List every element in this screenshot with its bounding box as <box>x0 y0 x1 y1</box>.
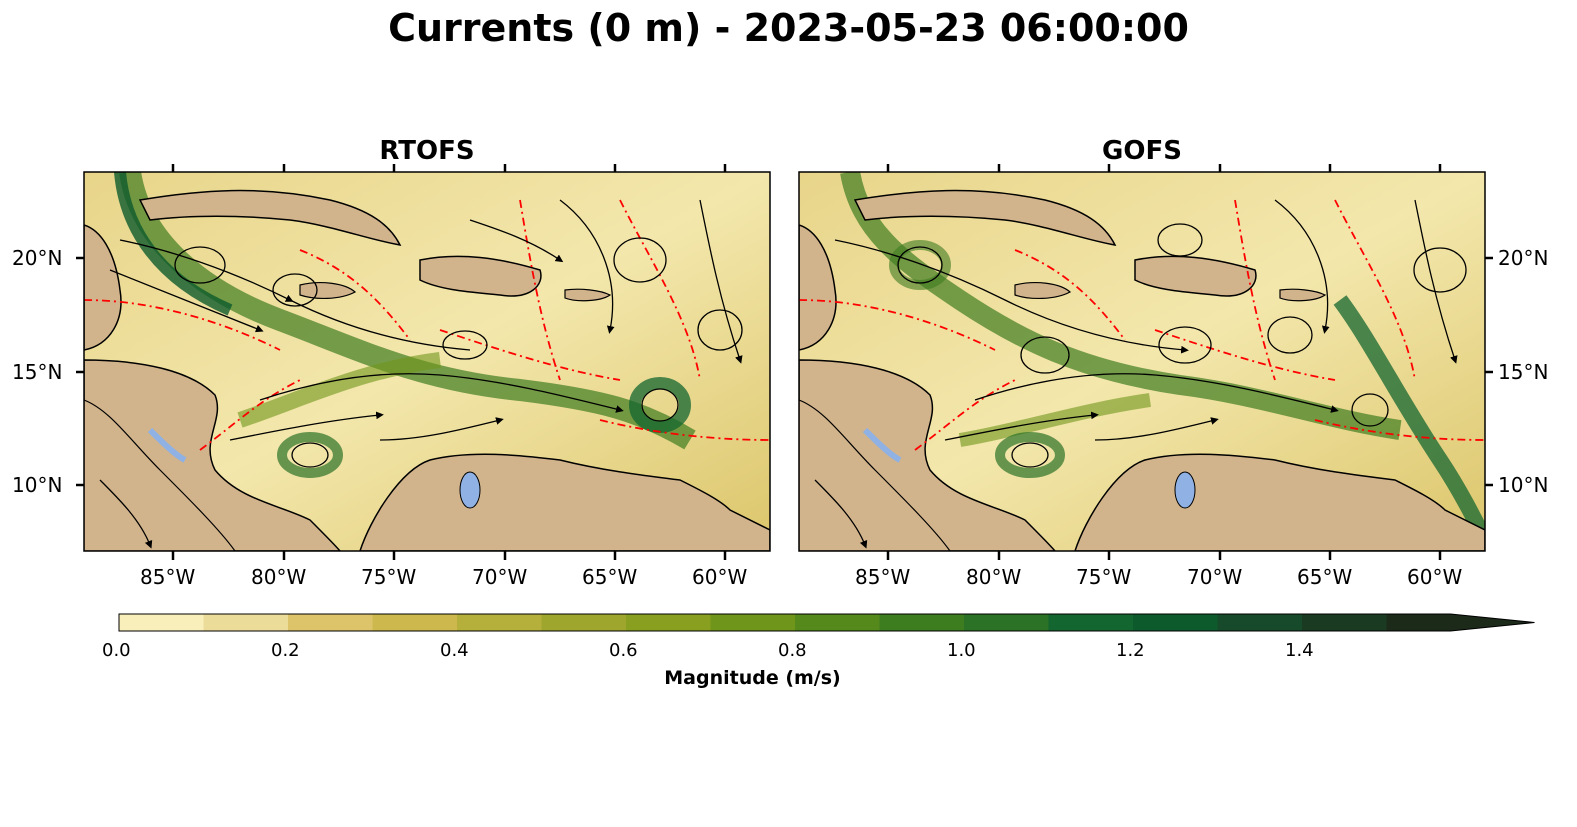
lon-tick-label: 60°W <box>692 565 748 589</box>
colorbar-segment <box>626 614 711 631</box>
colorbar-segment <box>795 614 880 631</box>
colorbar-segment <box>457 614 542 631</box>
lon-tick-label: 70°W <box>472 565 528 589</box>
colorbar-tick-label: 0.8 <box>778 640 807 661</box>
lon-tick-label: 80°W <box>966 565 1022 589</box>
eez-boundary <box>84 199 770 451</box>
current-band <box>114 172 233 316</box>
streamlines <box>99 199 743 549</box>
land-panama <box>799 399 951 551</box>
colorbar-segment <box>1048 614 1134 631</box>
land-hispaniola <box>419 255 542 297</box>
colorbar-segment <box>1386 614 1535 631</box>
colorbar-segment <box>372 614 458 631</box>
colorbar-tick-label: 1.4 <box>1285 640 1314 661</box>
lake-maracaibo <box>1174 471 1196 509</box>
colorbar-segment <box>964 614 1049 631</box>
lake-maracaibo <box>459 471 481 509</box>
land-cuba <box>138 189 402 246</box>
map-panel-gofs <box>798 164 1493 560</box>
colorbar-segment <box>541 614 627 631</box>
panel-frame <box>83 171 771 552</box>
colorbar-outline <box>118 613 1535 632</box>
panel-title-gofs: GOFS <box>1102 136 1182 166</box>
colorbar-segment <box>1217 614 1303 631</box>
colorbar-segment <box>1133 614 1218 631</box>
current-band <box>119 172 696 450</box>
lon-tick-label: 80°W <box>251 565 307 589</box>
eddy <box>995 432 1065 478</box>
eddy <box>889 240 951 290</box>
land-panama <box>84 399 236 551</box>
lon-tick-label: 85°W <box>855 565 911 589</box>
lon-tick-label: 75°W <box>1076 565 1132 589</box>
lat-tick-label: 10°N <box>12 473 63 497</box>
lon-tick-label: 70°W <box>1187 565 1243 589</box>
colorbar-tick-label: 1.0 <box>947 640 976 661</box>
eddy <box>277 432 343 478</box>
colorbar-tick-label: 0.2 <box>271 640 300 661</box>
colorbar-segment <box>288 614 373 631</box>
lon-tick-label: 75°W <box>361 565 417 589</box>
land-yucatan <box>799 224 837 351</box>
panel-frame <box>798 171 1486 552</box>
land-cuba <box>853 189 1117 246</box>
lat-ticks <box>1485 256 1493 487</box>
colorbar-segment <box>710 614 796 631</box>
colorbar-tick-label: 0.4 <box>440 640 469 661</box>
current-band <box>237 352 441 428</box>
lon-ticks <box>171 164 727 560</box>
eez-boundary <box>799 199 1485 451</box>
lat-ticks <box>76 256 84 487</box>
colorbar-segment <box>203 614 289 631</box>
lat-tick-label: 15°N <box>1498 360 1549 384</box>
lon-ticks <box>886 164 1442 560</box>
land-puerto-rico <box>564 288 612 302</box>
lon-tick-label: 60°W <box>1407 565 1463 589</box>
figure-title: Currents (0 m) - 2023-05-23 06:00:00 <box>388 6 1189 50</box>
colorbar <box>118 613 1535 632</box>
colorbar-segment <box>119 614 204 631</box>
colorbar-tick-label: 0.6 <box>609 640 638 661</box>
lon-tick-label: 65°W <box>1297 565 1353 589</box>
panel-title-rtofs: RTOFS <box>379 136 475 166</box>
lat-tick-label: 20°N <box>12 246 63 270</box>
land-jamaica <box>299 282 357 299</box>
current-band <box>1333 295 1485 544</box>
land-puerto-rico <box>1279 288 1327 302</box>
colorbar-tick-label: 1.2 <box>1116 640 1145 661</box>
colorbar-title: Magnitude (m/s) <box>664 667 841 689</box>
lon-tick-label: 65°W <box>582 565 638 589</box>
streamlines <box>814 199 1467 549</box>
eddy <box>629 377 691 433</box>
lake-nicaragua <box>862 427 902 463</box>
colorbar-segment <box>1302 614 1387 631</box>
map-panel-rtofs <box>76 164 771 560</box>
land-hispaniola <box>1134 255 1257 297</box>
lon-tick-label: 85°W <box>140 565 196 589</box>
land-jamaica <box>1014 282 1072 299</box>
lat-tick-label: 15°N <box>12 360 63 384</box>
land-yucatan <box>84 224 122 351</box>
lake-nicaragua <box>147 427 187 463</box>
colorbar-segment <box>879 614 965 631</box>
colorbar-tick-label: 0.0 <box>102 640 131 661</box>
lat-tick-label: 10°N <box>1498 473 1549 497</box>
lat-tick-label: 20°N <box>1498 246 1549 270</box>
